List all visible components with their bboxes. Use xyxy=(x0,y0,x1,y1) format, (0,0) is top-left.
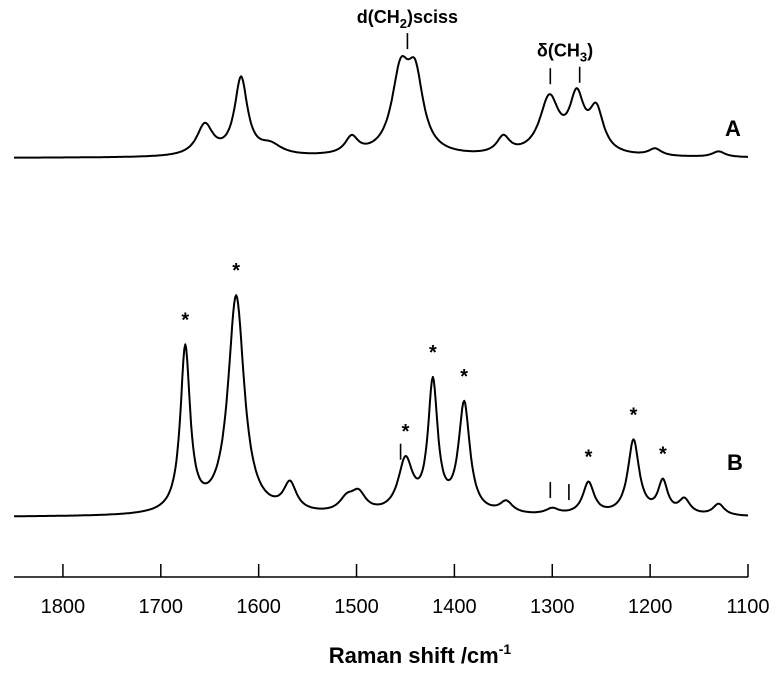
band-annotation: δ(CH3) xyxy=(537,41,593,65)
peak-star: * xyxy=(429,342,437,364)
x-axis-title-superscript: -1 xyxy=(499,641,512,657)
peak-star: * xyxy=(585,447,593,469)
peak-star: * xyxy=(181,309,189,331)
x-tick-label: 1600 xyxy=(236,596,281,618)
x-tick-label: 1800 xyxy=(41,596,86,618)
spectrum-label-b: B xyxy=(727,450,743,475)
peak-markers xyxy=(399,33,581,501)
spectrum-traces xyxy=(14,55,749,518)
peak-star: * xyxy=(659,444,667,466)
peak-star: * xyxy=(630,404,638,426)
x-axis-title: Raman shift /cm-1 xyxy=(329,641,512,668)
x-tick-label: 1100 xyxy=(726,596,769,618)
band-annotations: d(CH2)sciss δ(CH3) xyxy=(357,7,593,65)
spectrum-label-a: A xyxy=(725,116,741,141)
peak-star: * xyxy=(402,421,410,443)
peak-star: * xyxy=(232,260,240,282)
x-tick-label: 1200 xyxy=(628,596,673,618)
x-tick-label: 1700 xyxy=(139,596,184,618)
x-axis: 1800 1700 1600 1500 1400 1300 1200 1100 xyxy=(14,564,770,618)
x-tick-label: 1300 xyxy=(530,596,575,618)
spectrum-trace-a xyxy=(14,55,748,159)
band-annotation: d(CH2)sciss xyxy=(357,7,458,31)
x-tick-label: 1400 xyxy=(432,596,477,618)
x-axis-title-main: Raman shift /cm xyxy=(329,643,499,668)
x-tick-label: 1500 xyxy=(334,596,379,618)
peak-star: * xyxy=(460,366,468,388)
spectrum-trace-b xyxy=(14,294,749,518)
peak-stars: * * * * * * * * xyxy=(181,260,667,468)
